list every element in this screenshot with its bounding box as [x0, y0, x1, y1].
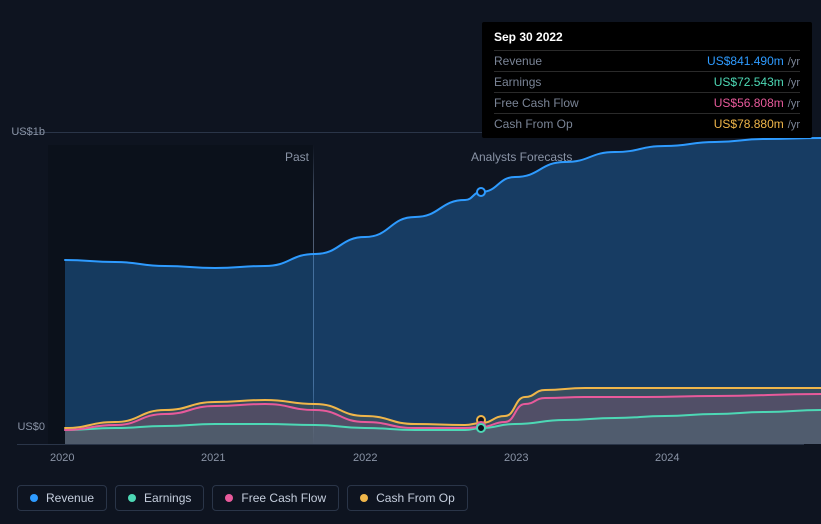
legend-item-cash_from_op[interactable]: Cash From Op	[347, 485, 468, 511]
legend-label: Cash From Op	[376, 491, 455, 505]
legend-label: Revenue	[46, 491, 94, 505]
gridline	[17, 444, 804, 445]
tooltip-row: Revenue US$841.490m/yr	[494, 50, 800, 71]
legend-item-free_cash_flow[interactable]: Free Cash Flow	[212, 485, 339, 511]
tooltip-metric-label: Earnings	[494, 75, 541, 89]
tooltip-metric-label: Free Cash Flow	[494, 96, 579, 110]
legend-label: Free Cash Flow	[241, 491, 326, 505]
tooltip-row: Earnings US$72.543m/yr	[494, 71, 800, 92]
tooltip-row: Free Cash Flow US$56.808m/yr	[494, 92, 800, 113]
revenue-marker	[476, 187, 486, 197]
tooltip-date: Sep 30 2022	[494, 30, 800, 44]
chart-tooltip: Sep 30 2022 RevenueUS$841.490m/yrEarning…	[482, 22, 812, 138]
forecast-label: Analysts Forecasts	[471, 150, 572, 164]
tooltip-unit: /yr	[788, 98, 800, 110]
x-axis-tick: 2021	[201, 452, 225, 464]
legend-dot-icon	[128, 494, 136, 502]
tooltip-metric-value: US$72.543m	[714, 75, 784, 89]
tooltip-metric-label: Cash From Op	[494, 117, 573, 131]
legend-item-earnings[interactable]: Earnings	[115, 485, 204, 511]
y-axis-tick: US$1b	[5, 126, 45, 138]
tooltip-metric-value: US$78.880m	[714, 117, 784, 131]
tooltip-unit: /yr	[788, 77, 800, 89]
tooltip-metric-value: US$56.808m	[714, 96, 784, 110]
past-label: Past	[285, 150, 309, 164]
tooltip-metric-label: Revenue	[494, 54, 542, 68]
tooltip-unit: /yr	[788, 56, 800, 68]
tooltip-metric-value: US$841.490m	[707, 54, 784, 68]
legend-dot-icon	[360, 494, 368, 502]
legend-dot-icon	[225, 494, 233, 502]
x-axis-tick: 2022	[353, 452, 377, 464]
financial-chart: US$1b US$0 Past Analysts Forecasts 20202…	[17, 0, 804, 480]
tooltip-row: Cash From Op US$78.880m/yr	[494, 113, 800, 134]
y-axis-tick: US$0	[5, 421, 45, 433]
x-axis-tick: 2024	[655, 452, 679, 464]
earnings-marker	[476, 423, 486, 433]
legend-item-revenue[interactable]: Revenue	[17, 485, 107, 511]
chart-legend: Revenue Earnings Free Cash Flow Cash From O…	[17, 485, 468, 511]
x-axis-tick: 2023	[504, 452, 528, 464]
tooltip-unit: /yr	[788, 119, 800, 131]
legend-dot-icon	[30, 494, 38, 502]
legend-label: Earnings	[144, 491, 191, 505]
chart-lines	[65, 132, 821, 444]
x-axis-tick: 2020	[50, 452, 74, 464]
